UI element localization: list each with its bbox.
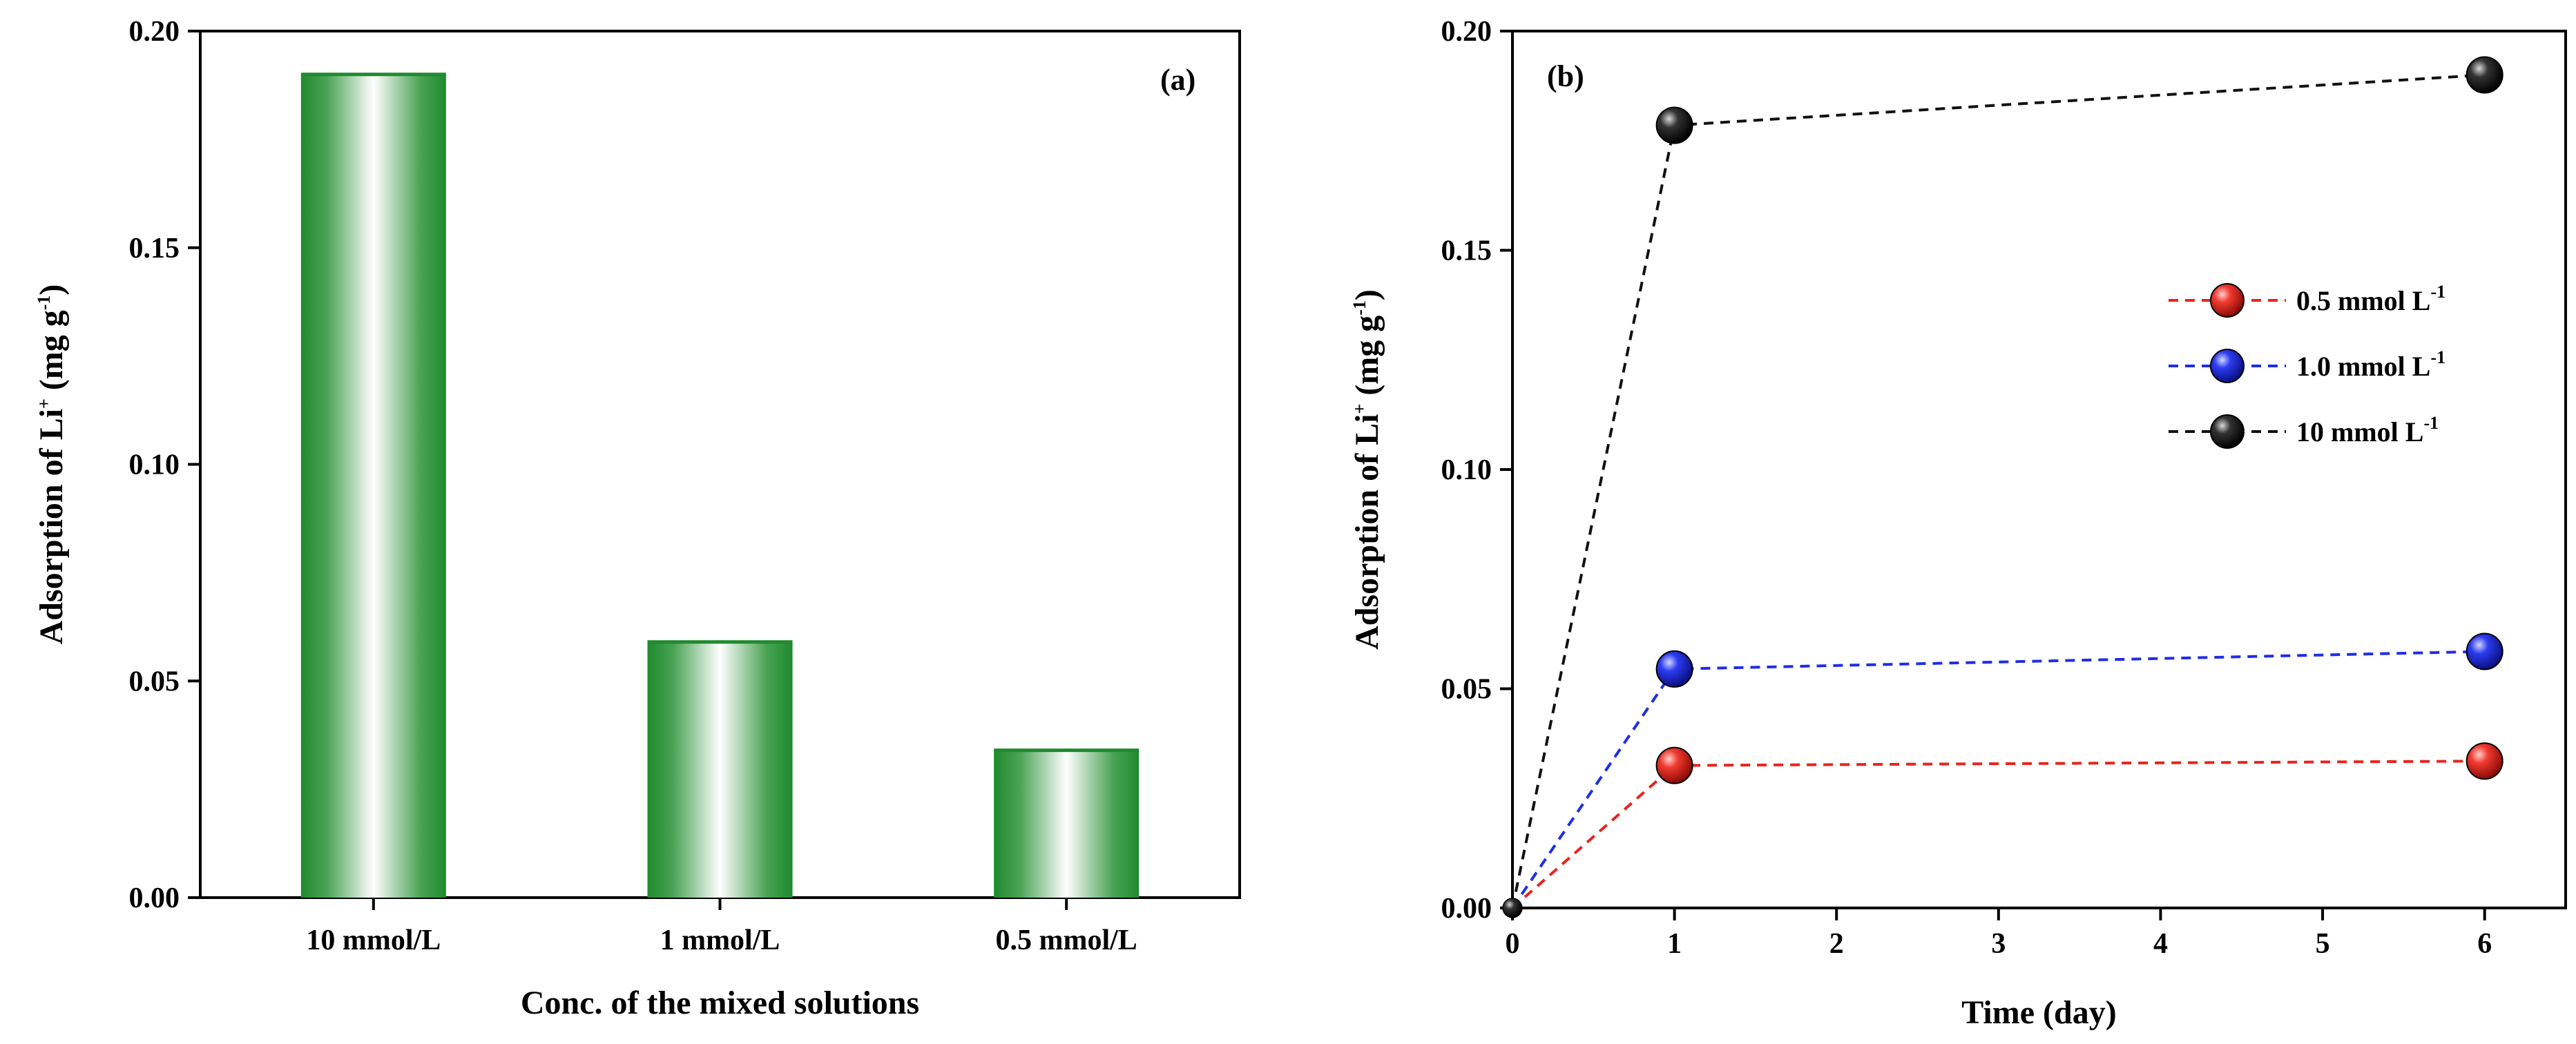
panel-a-ylabel-close: ): [33, 284, 70, 296]
panel-a-ylabel-sup2: -1: [34, 296, 54, 311]
x-tick-label: 2: [1829, 928, 1844, 960]
data-point: [1655, 106, 1693, 144]
panel-a-y-axis-title: Adsorption of Li+ (mg g-1): [33, 284, 70, 645]
legend-label-sup: -1: [2430, 347, 2445, 367]
x-tick-label: 5: [2316, 928, 2330, 960]
legend-label-main: 1.0 mmol L: [2296, 351, 2430, 382]
panel-a-bars: [300, 72, 1140, 898]
panel-b-y-axis: 0.00 0.05 0.10 0.15 0.20: [1441, 16, 1512, 925]
panel-b-x-axis: 0 1 2 3 4 5 6: [1506, 908, 2492, 960]
legend-label-sup: -1: [2430, 282, 2445, 302]
panel-a-ylabel-main: Adsorption of Li: [33, 409, 70, 644]
series-line: [1511, 650, 2485, 909]
y-tick-label: 0.05: [1441, 674, 1492, 706]
legend-marker: [2210, 349, 2245, 383]
panel-a-ylabel-sup1: +: [34, 398, 54, 409]
legend-label-main: 10 mmol L: [2296, 416, 2423, 447]
legend-marker: [2210, 414, 2245, 449]
x-tick-label: 1: [1667, 928, 1682, 960]
x-tick-label: 3: [1991, 928, 2006, 960]
y-tick-label: 0.10: [129, 450, 180, 481]
bar: [994, 750, 1140, 898]
x-tick-label: 0.5 mmol/L: [996, 925, 1137, 956]
y-tick-label: 0.20: [129, 16, 180, 48]
data-point: [2466, 56, 2503, 94]
data-point: [1655, 650, 1693, 688]
panel-b-y-axis-title: Adsorption of Li+ (mg g-1): [1349, 289, 1385, 650]
legend-label-sup: -1: [2423, 413, 2439, 433]
y-tick-label: 0.20: [1441, 16, 1492, 48]
y-tick-label: 0.00: [1441, 893, 1492, 925]
legend-label-main: 0.5 mmol L: [2296, 285, 2430, 316]
y-tick-label: 0.10: [1441, 454, 1492, 486]
data-point: [2466, 632, 2503, 670]
panel-b-ylabel-main: Adsorption of Li: [1349, 414, 1385, 650]
panel-b-series: [1502, 56, 2503, 918]
y-tick-label: 0.00: [129, 882, 180, 914]
panel-b-ylabel-sup1: +: [1349, 404, 1369, 414]
panel-a-x-axis: 10 mmol/L 1 mmol/L 0.5 mmol/L: [306, 898, 1137, 956]
x-tick-label: 4: [2153, 928, 2168, 960]
panel-b-ylabel-unit: (mg g: [1349, 316, 1385, 404]
panel-b-ylabel-sup2: -1: [1349, 300, 1369, 316]
data-point: [1502, 898, 1523, 918]
bar: [647, 641, 793, 898]
x-tick-label: 10 mmol/L: [306, 925, 441, 956]
x-tick-label: 0: [1506, 928, 1520, 960]
series-line: [1511, 760, 2485, 909]
panel-b-label: (b): [1547, 59, 1584, 93]
data-point: [1655, 746, 1693, 784]
y-tick-label: 0.15: [1441, 235, 1492, 267]
bar: [300, 74, 446, 898]
x-tick-label: 1 mmol/L: [660, 925, 780, 956]
panel-b-legend: 0.5 mmol L-11.0 mmol L-110 mmol L-1: [2169, 282, 2445, 449]
legend-marker: [2210, 283, 2245, 318]
panel-a-ylabel-unit: (mg g: [33, 310, 70, 398]
series-line: [1511, 73, 2485, 909]
panel-a-label: (a): [1160, 63, 1195, 97]
x-tick-label: 6: [2477, 928, 2492, 960]
legend-label: 1.0 mmol L-1: [2296, 347, 2445, 382]
legend-label: 0.5 mmol L-1: [2296, 282, 2445, 316]
data-point: [2466, 742, 2503, 780]
panel-a-x-axis-title: Conc. of the mixed solutions: [521, 985, 919, 1021]
panel-a: 0.00 0.05 0.10 0.15 0.20 10 mmol/L 1 mmol/L 0.…: [33, 16, 1241, 1021]
y-tick-label: 0.05: [129, 666, 180, 697]
y-tick-label: 0.15: [129, 233, 180, 264]
legend-label: 10 mmol L-1: [2296, 413, 2439, 447]
panel-b-ylabel-close: ): [1349, 289, 1385, 300]
panel-a-y-axis: 0.00 0.05 0.10 0.15 0.20: [129, 16, 200, 914]
panel-b-x-axis-title: Time (day): [1961, 994, 2116, 1031]
